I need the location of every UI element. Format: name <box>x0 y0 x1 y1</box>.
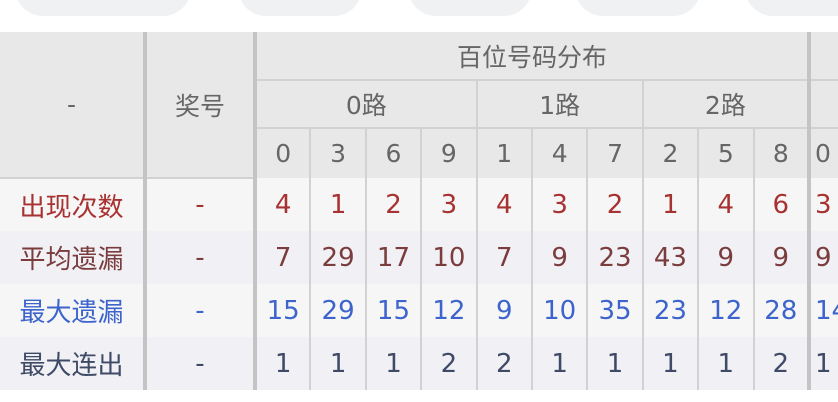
digit-header: 6 <box>364 128 423 178</box>
value-cell: 29 <box>309 231 367 284</box>
tab-pill-3[interactable] <box>408 0 532 16</box>
next-route-header <box>808 80 838 129</box>
value-cell: 2 <box>475 337 533 390</box>
digit-header: 1 <box>475 128 533 178</box>
value-cell: 3 <box>530 178 589 231</box>
value-cell: 4 <box>253 178 312 231</box>
prize-cell: - <box>144 231 257 284</box>
average-miss-row: 平均遗漏 -7 29 17 10 7 9 23 43 9 9 9 <box>0 231 838 284</box>
digit-header: 0 <box>253 128 312 178</box>
digit-header: 4 <box>530 128 589 178</box>
value-cell: 1 <box>641 337 700 390</box>
digit-header: 2 <box>641 128 700 178</box>
prize-cell: - <box>144 284 257 337</box>
value-cell: 9 <box>530 231 589 284</box>
value-cell: 2 <box>752 337 811 390</box>
row-label: 平均遗漏 <box>0 231 147 284</box>
value-cell: 1 <box>641 178 700 231</box>
value-cell: 9 <box>752 231 811 284</box>
digit-header: 5 <box>697 128 755 178</box>
value-cell: 4 <box>475 178 533 231</box>
value-cell: 3 <box>808 178 838 231</box>
value-cell: 1 <box>309 337 367 390</box>
value-cell: 9 <box>808 231 838 284</box>
value-cell: 2 <box>586 178 644 231</box>
prize-cell: - <box>144 337 257 390</box>
route-1-header: 1路 <box>475 80 644 129</box>
value-cell: 2 <box>420 337 478 390</box>
value-cell: 1 <box>808 337 838 390</box>
value-cell: 2 <box>364 178 423 231</box>
value-cell: 23 <box>586 231 644 284</box>
next-group-header <box>808 32 838 81</box>
digit-header: 3 <box>309 128 367 178</box>
value-cell: 10 <box>420 231 478 284</box>
value-cell: 4 <box>697 178 755 231</box>
tab-pill-5[interactable] <box>745 0 838 16</box>
value-cell: 1 <box>697 337 755 390</box>
row-label: 出现次数 <box>0 178 147 231</box>
value-cell: 12 <box>697 284 755 337</box>
value-cell: 43 <box>641 231 700 284</box>
value-cell: 17 <box>364 231 423 284</box>
value-cell: 12 <box>420 284 478 337</box>
max-consecutive-row: 最大连出 -1 1 1 2 2 1 1 1 1 2 1 <box>0 337 838 390</box>
prize-cell: - <box>144 178 257 231</box>
tab-pill-4[interactable] <box>575 0 701 16</box>
digit-header: 8 <box>752 128 811 178</box>
row-label: 最大遗漏 <box>0 284 147 337</box>
corner-cell: - <box>0 32 147 179</box>
row-label: 最大连出 <box>0 337 147 390</box>
occurrence-count-row: 出现次数 -4 1 2 3 4 3 2 1 4 6 3 <box>0 178 838 231</box>
value-cell: 1 <box>530 337 589 390</box>
value-cell: 1 <box>253 337 312 390</box>
value-cell: 14 <box>808 284 838 337</box>
value-cell: 7 <box>253 231 312 284</box>
value-cell: 29 <box>309 284 367 337</box>
value-cell: 3 <box>420 178 478 231</box>
value-cell: 1 <box>364 337 423 390</box>
value-cell: 1 <box>309 178 367 231</box>
route-0-header: 0路 <box>254 80 478 129</box>
value-cell: 1 <box>586 337 644 390</box>
value-cell: 15 <box>364 284 423 337</box>
digit-header: 7 <box>586 128 644 178</box>
hundreds-distribution-header: 百位号码分布 <box>253 32 812 81</box>
route-2-header: 2路 <box>641 80 812 129</box>
digit-header: 9 <box>420 128 478 178</box>
max-miss-row: 最大遗漏-152915129103523122814 <box>0 284 838 337</box>
prize-header: 奖号 <box>144 32 257 179</box>
tab-pill-1[interactable] <box>15 0 191 16</box>
tab-pill-2[interactable] <box>238 0 362 16</box>
value-cell: 28 <box>752 284 811 337</box>
value-cell: 15 <box>253 284 312 337</box>
value-cell: 9 <box>475 284 533 337</box>
value-cell: 23 <box>641 284 700 337</box>
value-cell: 7 <box>475 231 533 284</box>
value-cell: 35 <box>586 284 644 337</box>
value-cell: 9 <box>697 231 755 284</box>
digit-header: 0 <box>808 128 838 178</box>
value-cell: 6 <box>752 178 811 231</box>
value-cell: 10 <box>530 284 589 337</box>
